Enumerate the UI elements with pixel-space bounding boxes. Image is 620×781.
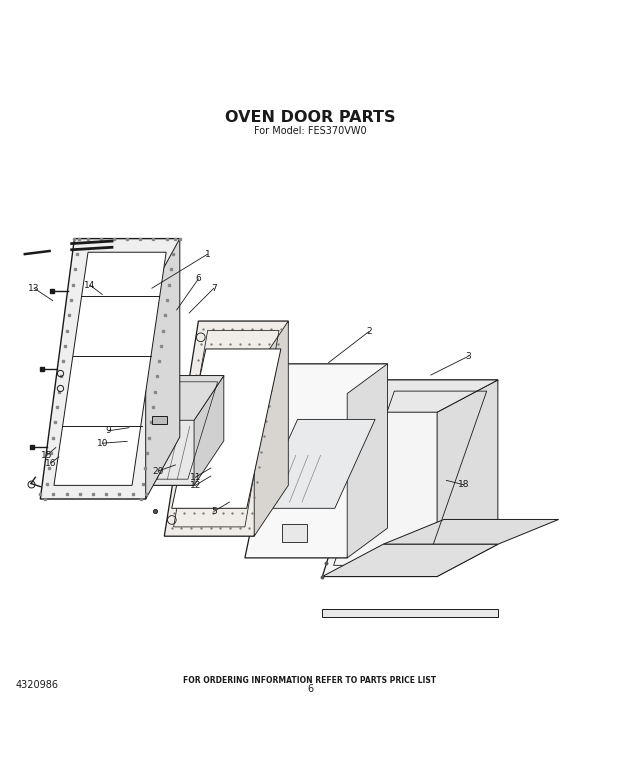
Polygon shape [40,239,180,499]
Polygon shape [172,349,281,508]
Polygon shape [437,380,498,576]
Text: 9: 9 [105,426,112,435]
Text: 14: 14 [84,280,95,290]
Text: OVEN DOOR PARTS: OVEN DOOR PARTS [224,110,396,125]
Text: 5: 5 [211,507,217,516]
Polygon shape [322,544,498,576]
Text: FOR ORDERING INFORMATION REFER TO PARTS PRICE LIST: FOR ORDERING INFORMATION REFER TO PARTS … [184,676,436,684]
Text: 10: 10 [97,439,108,448]
Text: 1: 1 [205,250,211,259]
Polygon shape [257,419,375,508]
Polygon shape [322,380,498,412]
Text: 15: 15 [41,451,52,460]
Polygon shape [141,376,224,420]
Polygon shape [164,321,288,537]
Polygon shape [282,524,307,542]
Text: 16: 16 [45,458,56,468]
Polygon shape [194,376,224,485]
Polygon shape [254,321,288,537]
Polygon shape [54,252,166,485]
Text: 4320986: 4320986 [16,680,58,690]
Text: 6: 6 [195,274,202,284]
Text: 3: 3 [465,352,471,361]
Text: 13: 13 [29,284,40,293]
Polygon shape [347,364,388,558]
Polygon shape [322,609,498,617]
Text: 18: 18 [458,480,469,489]
Polygon shape [245,364,388,558]
Text: eReplacementParts.com: eReplacementParts.com [238,412,382,425]
Text: 12: 12 [190,481,201,490]
Polygon shape [146,239,180,499]
Polygon shape [141,376,224,485]
Text: 20: 20 [153,466,164,476]
Text: 2: 2 [366,327,372,336]
Polygon shape [383,519,559,544]
Polygon shape [322,380,498,576]
Text: For Model: FES370VW0: For Model: FES370VW0 [254,127,366,137]
Text: 7: 7 [211,284,217,293]
Text: 6: 6 [307,683,313,694]
FancyBboxPatch shape [152,416,167,423]
Text: 11: 11 [190,473,201,482]
